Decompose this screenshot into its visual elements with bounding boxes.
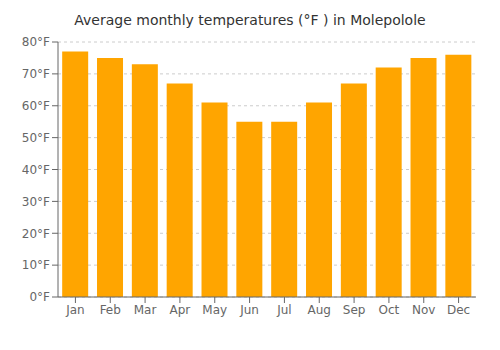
svg-text:20°F: 20°F [22,227,50,241]
svg-text:50°F: 50°F [22,131,50,145]
svg-text:80°F: 80°F [22,35,50,49]
svg-text:Dec: Dec [447,303,470,317]
svg-text:Oct: Oct [379,303,400,317]
svg-text:Sep: Sep [343,303,366,317]
svg-text:Jan: Jan [65,303,85,317]
svg-text:0°F: 0°F [29,290,50,304]
svg-text:May: May [202,303,227,317]
svg-text:Jun: Jun [239,303,259,317]
svg-text:60°F: 60°F [22,99,50,113]
svg-text:Apr: Apr [170,303,191,317]
svg-text:Aug: Aug [308,303,331,317]
svg-text:10°F: 10°F [22,258,50,272]
svg-text:Jul: Jul [276,303,291,317]
svg-text:Feb: Feb [100,303,121,317]
svg-text:Mar: Mar [134,303,157,317]
svg-text:Nov: Nov [412,303,435,317]
svg-text:70°F: 70°F [22,67,50,81]
svg-text:40°F: 40°F [22,163,50,177]
svg-text:30°F: 30°F [22,195,50,209]
html-text:Average monthly temperatures (: Average monthly temperatures (°F ) in Mo… [74,12,426,28]
